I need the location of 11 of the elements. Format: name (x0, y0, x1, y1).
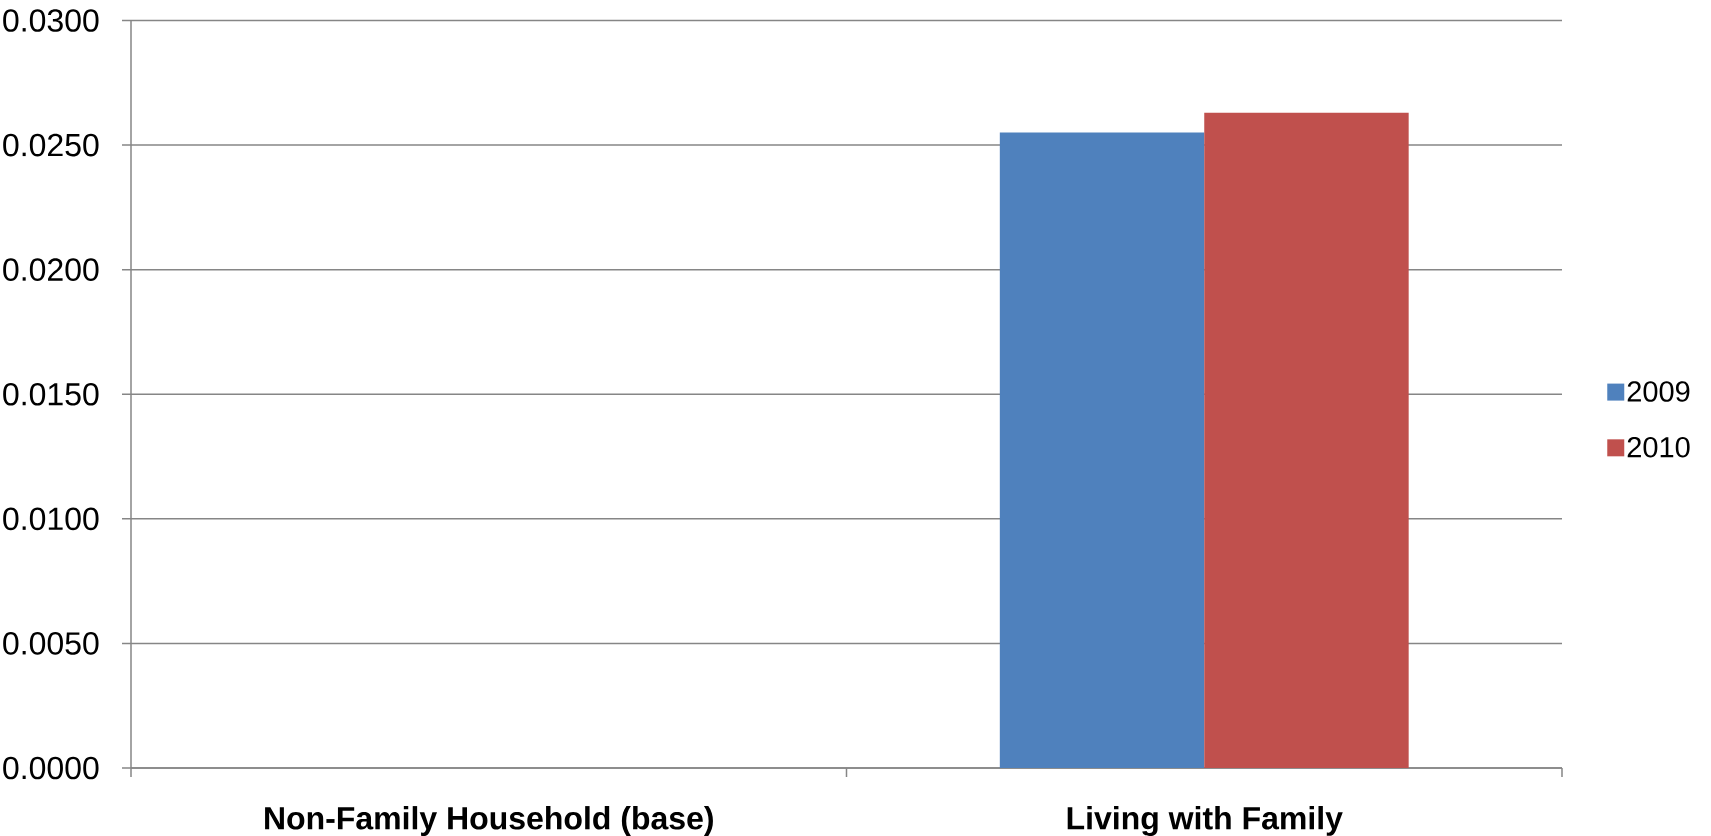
y-tick-label: 0.0200 (3, 258, 99, 281)
y-tick-label: 0.0100 (3, 507, 99, 531)
x-tick-label: Living with Family (1067, 806, 1343, 836)
legend-label: 2010 (1627, 436, 1690, 458)
y-tick-label: 0.0300 (3, 9, 99, 32)
y-tick-label: 0.0250 (3, 133, 99, 157)
y-tick-label: 0.0000 (3, 756, 99, 780)
y-tick-label: 0.0050 (3, 632, 99, 655)
y-tick-label: 0.0150 (3, 382, 99, 406)
x-tick-label: Non-Family Household (base) (265, 806, 713, 836)
legend-label: 2009 (1627, 381, 1690, 402)
